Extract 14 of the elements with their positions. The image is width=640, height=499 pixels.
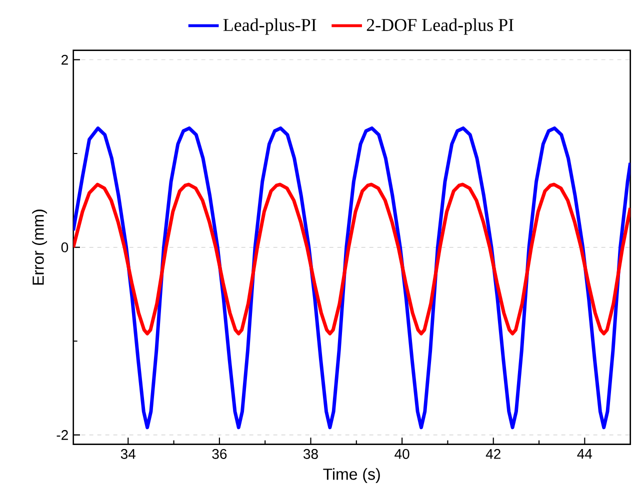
x-tick-label: 42 — [486, 449, 500, 459]
line-series — [73, 182, 630, 336]
x-axis-title: Time (s) — [323, 468, 380, 483]
y-tick-label: 0 — [61, 242, 68, 252]
legend-label: 2-DOF Lead-plus PI — [366, 18, 514, 35]
x-tick-label: 40 — [394, 449, 410, 459]
x-tick-label: 44 — [577, 449, 592, 459]
x-tick-label: 34 — [120, 449, 136, 459]
x-tick-label: 38 — [303, 449, 318, 459]
y-axis-title: Error (mm) — [32, 210, 48, 285]
y-tick-label: -2 — [56, 430, 68, 440]
y-tick-label: 2 — [62, 54, 68, 65]
legend-label: Lead-plus-PI — [223, 18, 316, 35]
x-tick-label: 36 — [212, 449, 227, 459]
